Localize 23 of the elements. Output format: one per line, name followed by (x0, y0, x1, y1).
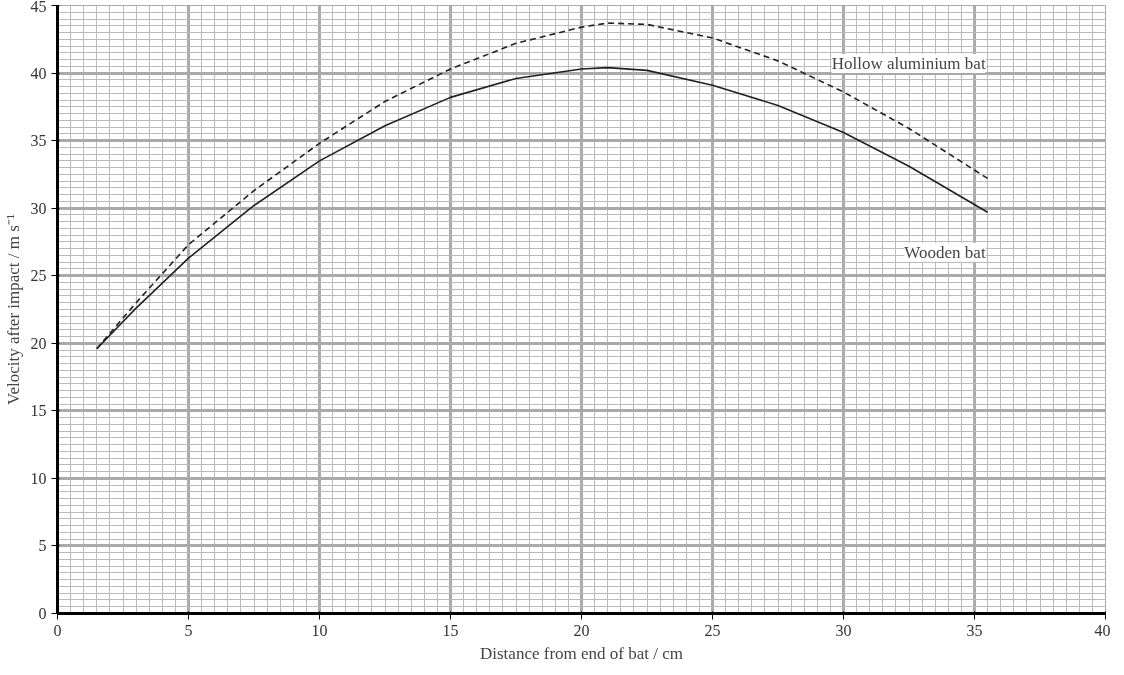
y-tick-label: 0 (38, 605, 47, 622)
y-tick-label: 20 (30, 334, 47, 352)
x-tick-label: 0 (53, 621, 62, 639)
y-axis-title: Velocity after impact / m s⁻¹ (3, 214, 23, 405)
x-tick-label: 40 (1094, 621, 1111, 639)
y-tick-label: 45 (30, 0, 47, 15)
series-label: Wooden bat (904, 242, 986, 262)
y-tick-label: 25 (30, 267, 47, 285)
x-tick-label: 5 (184, 621, 193, 639)
y-tick-label: 10 (30, 469, 47, 487)
y-tick-label: 40 (30, 64, 47, 82)
x-tick-label: 35 (966, 621, 983, 639)
y-tick-label: 30 (30, 199, 47, 217)
y-tick-label: 5 (38, 537, 47, 555)
y-tick-label: 35 (30, 132, 47, 150)
x-tick-label: 15 (442, 621, 459, 639)
x-tick-label: 30 (835, 621, 852, 639)
y-tick-label: 15 (30, 402, 47, 420)
x-tick-label: 25 (704, 621, 721, 639)
series-label: Hollow aluminium bat (831, 53, 986, 73)
x-axis-title: Distance from end of bat / cm (480, 643, 684, 663)
x-tick-label: 10 (311, 621, 328, 639)
x-tick-label: 20 (573, 621, 590, 639)
